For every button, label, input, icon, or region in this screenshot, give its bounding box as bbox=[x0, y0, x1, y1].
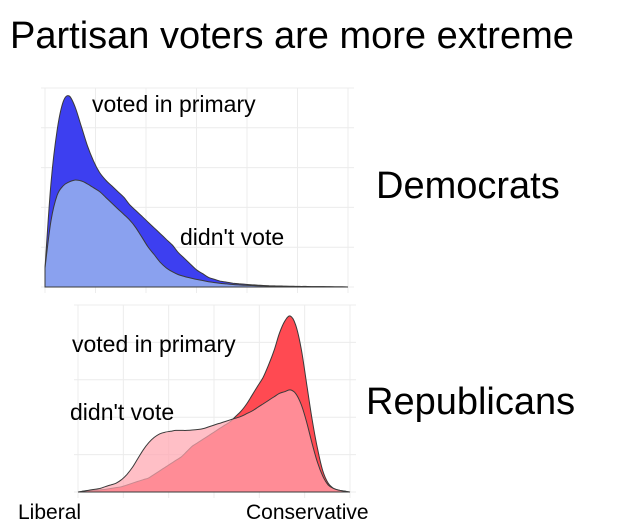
democrats-panel-label: Democrats bbox=[376, 165, 560, 207]
democrats-didnt-vote-label: didn't vote bbox=[180, 224, 285, 250]
democrats-voted-label: voted in primary bbox=[92, 91, 256, 117]
democrats-didnt-vote-area bbox=[44, 179, 348, 288]
republicans-areas bbox=[77, 315, 351, 493]
axis-label-conservative: Conservative bbox=[246, 501, 369, 524]
republicans-didnt-vote-label: didn't vote bbox=[70, 399, 175, 425]
democrats-areas bbox=[44, 95, 349, 288]
republicans-didnt-vote-area bbox=[77, 389, 351, 493]
republicans-voted-label: voted in primary bbox=[72, 331, 236, 357]
chart-title: Partisan voters are more extreme bbox=[10, 15, 574, 57]
republicans-panel-label: Republicans bbox=[366, 381, 576, 423]
axis-label-liberal: Liberal bbox=[18, 501, 82, 524]
